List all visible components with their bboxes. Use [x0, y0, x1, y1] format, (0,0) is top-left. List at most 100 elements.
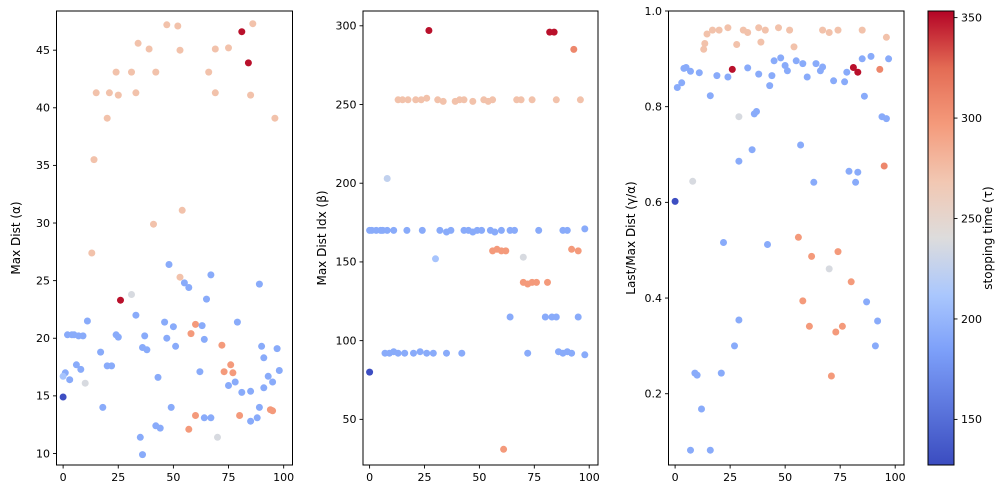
- data-point: [724, 73, 732, 81]
- x-tick-label: 50: [778, 471, 792, 484]
- data-point: [163, 334, 171, 342]
- data-point: [863, 298, 871, 306]
- data-point: [143, 346, 151, 354]
- data-point: [858, 55, 866, 63]
- y-axis-ticks: 0.2 0.4 0.6 0.8 1.0: [645, 5, 669, 401]
- scatter-points: [671, 24, 893, 454]
- data-point: [66, 376, 74, 384]
- data-point: [255, 403, 263, 411]
- data-point: [825, 265, 833, 273]
- data-point: [225, 382, 232, 389]
- data-point: [491, 228, 499, 236]
- data-point: [819, 63, 827, 71]
- data-point: [671, 197, 679, 205]
- data-point: [777, 54, 785, 62]
- data-point: [83, 317, 91, 325]
- data-point: [139, 451, 146, 459]
- data-point: [229, 369, 237, 377]
- data-point: [854, 168, 862, 176]
- data-point: [172, 342, 180, 350]
- data-point: [764, 241, 771, 248]
- data-point: [576, 96, 584, 104]
- data-point: [273, 345, 281, 353]
- y-axis-label-max-dist-idx: Max Dist Idx (β): [315, 190, 329, 286]
- data-point: [735, 157, 743, 165]
- data-point: [92, 89, 100, 97]
- data-point: [502, 247, 510, 255]
- x-tick-label: 50: [166, 471, 180, 484]
- data-point: [366, 368, 374, 376]
- y-axis-label-last-max-dist: Last/Max Dist (γ/α): [624, 181, 638, 295]
- x-tick-label: 25: [111, 471, 125, 484]
- data-point: [460, 96, 468, 104]
- data-point: [568, 245, 576, 253]
- colorbar-tick-label: 250: [961, 212, 982, 225]
- y-tick-label: 30: [36, 217, 50, 230]
- data-point: [703, 30, 711, 38]
- y-tick-label: 35: [36, 159, 50, 172]
- data-point: [192, 412, 199, 419]
- data-point: [854, 68, 862, 76]
- data-point: [735, 316, 743, 324]
- data-point: [871, 342, 879, 350]
- x-tick-label: 0: [60, 471, 67, 484]
- y-tick-label: 100: [336, 334, 357, 347]
- data-point: [128, 291, 135, 298]
- data-point: [271, 114, 279, 122]
- data-point: [185, 425, 193, 433]
- panel-max-dist-idx: 0 25 50 75 100 50 100 150 200 250 300: [336, 10, 600, 484]
- data-point: [717, 369, 725, 377]
- y-tick-label: 15: [36, 390, 50, 403]
- data-point: [218, 341, 226, 349]
- data-point: [834, 248, 842, 256]
- data-point: [720, 239, 727, 246]
- data-point: [517, 96, 525, 104]
- data-point: [876, 65, 884, 73]
- data-point: [748, 146, 756, 154]
- data-point: [383, 226, 391, 234]
- data-point: [399, 96, 406, 104]
- data-point: [834, 26, 842, 34]
- data-point: [775, 24, 782, 32]
- data-point: [260, 384, 268, 392]
- data-point: [885, 55, 893, 63]
- data-point: [412, 96, 420, 104]
- y-tick-label: 50: [343, 413, 357, 426]
- data-point: [150, 220, 157, 228]
- data-point: [200, 335, 208, 343]
- data-point: [731, 342, 738, 350]
- data-point: [781, 62, 789, 69]
- data-point: [808, 252, 816, 260]
- data-point: [128, 68, 135, 76]
- data-point: [733, 41, 741, 48]
- data-point: [163, 21, 171, 29]
- data-point: [154, 373, 162, 381]
- data-point: [757, 38, 765, 46]
- data-point: [794, 233, 802, 241]
- data-point: [728, 65, 736, 73]
- y-tick-label: 150: [336, 256, 357, 269]
- data-point: [867, 52, 875, 60]
- y-tick-label: 200: [336, 177, 357, 190]
- data-point: [581, 351, 589, 359]
- data-point: [770, 57, 778, 65]
- data-point: [227, 361, 235, 369]
- data-point: [59, 372, 67, 380]
- y-tick-label: 250: [336, 98, 357, 111]
- axes-box: [56, 10, 293, 466]
- data-point: [264, 372, 272, 380]
- data-point: [838, 322, 846, 330]
- data-point: [841, 78, 849, 86]
- data-point: [103, 114, 111, 122]
- data-point: [786, 26, 794, 34]
- data-point: [196, 368, 204, 376]
- data-point: [97, 348, 105, 356]
- data-point: [394, 349, 402, 357]
- data-point: [105, 89, 113, 97]
- data-point: [247, 387, 255, 395]
- y-tick-label: 40: [36, 102, 50, 115]
- data-point: [114, 91, 122, 99]
- data-point: [88, 249, 96, 257]
- data-point: [489, 96, 497, 104]
